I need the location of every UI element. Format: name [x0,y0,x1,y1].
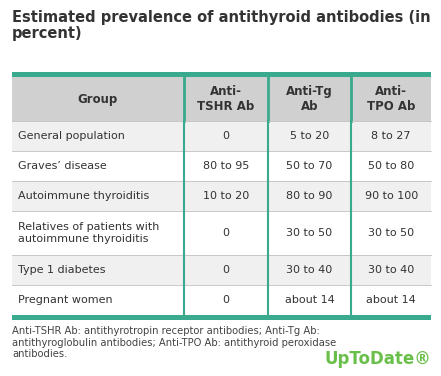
Text: Pregnant women: Pregnant women [18,295,112,305]
Text: 30 to 40: 30 to 40 [368,265,415,275]
Bar [12,255,431,285]
Text: 90 to 100: 90 to 100 [365,191,418,201]
Bar [12,181,431,211]
Text: percent): percent) [12,26,82,41]
Text: 50 to 80: 50 to 80 [368,161,415,171]
Bar [12,151,431,181]
Bar [12,121,431,151]
Text: 8 to 27: 8 to 27 [371,131,411,141]
Text: Autoimmune thyroiditis: Autoimmune thyroiditis [18,191,149,201]
Text: 0: 0 [222,228,229,238]
Text: Anti-
TPO Ab: Anti- TPO Ab [367,85,415,113]
Text: about 14: about 14 [284,295,334,305]
Text: Type 1 diabetes: Type 1 diabetes [18,265,105,275]
Text: 80 to 90: 80 to 90 [286,191,333,201]
Text: Anti-Tg
Ab: Anti-Tg Ab [286,85,333,113]
Text: Relatives of patients with
autoimmune thyroiditis: Relatives of patients with autoimmune th… [18,222,159,244]
Text: Anti-
TSHR Ab: Anti- TSHR Ab [197,85,254,113]
Text: 80 to 95: 80 to 95 [202,161,249,171]
Text: 0: 0 [222,295,229,305]
Text: Anti-TSHR Ab: antithyrotropin receptor antibodies; Anti-Tg Ab:
antithyroglobulin: Anti-TSHR Ab: antithyrotropin receptor a… [12,326,336,359]
Bar [12,285,431,315]
Text: about 14: about 14 [366,295,416,305]
Text: Group: Group [78,92,118,106]
Text: UpToDate®: UpToDate® [324,350,431,368]
Bar [12,72,431,77]
Bar [12,77,431,121]
Text: 30 to 40: 30 to 40 [286,265,333,275]
Text: 5 to 20: 5 to 20 [290,131,329,141]
Bar [12,211,431,255]
Text: 10 to 20: 10 to 20 [202,191,249,201]
Text: 0: 0 [222,131,229,141]
Bar [12,315,431,320]
Text: Estimated prevalence of antithyroid antibodies (in: Estimated prevalence of antithyroid anti… [12,10,430,25]
Text: 0: 0 [222,265,229,275]
Text: Graves’ disease: Graves’ disease [18,161,107,171]
Text: 30 to 50: 30 to 50 [368,228,414,238]
Text: General population: General population [18,131,125,141]
Text: 30 to 50: 30 to 50 [286,228,333,238]
Text: 50 to 70: 50 to 70 [286,161,333,171]
